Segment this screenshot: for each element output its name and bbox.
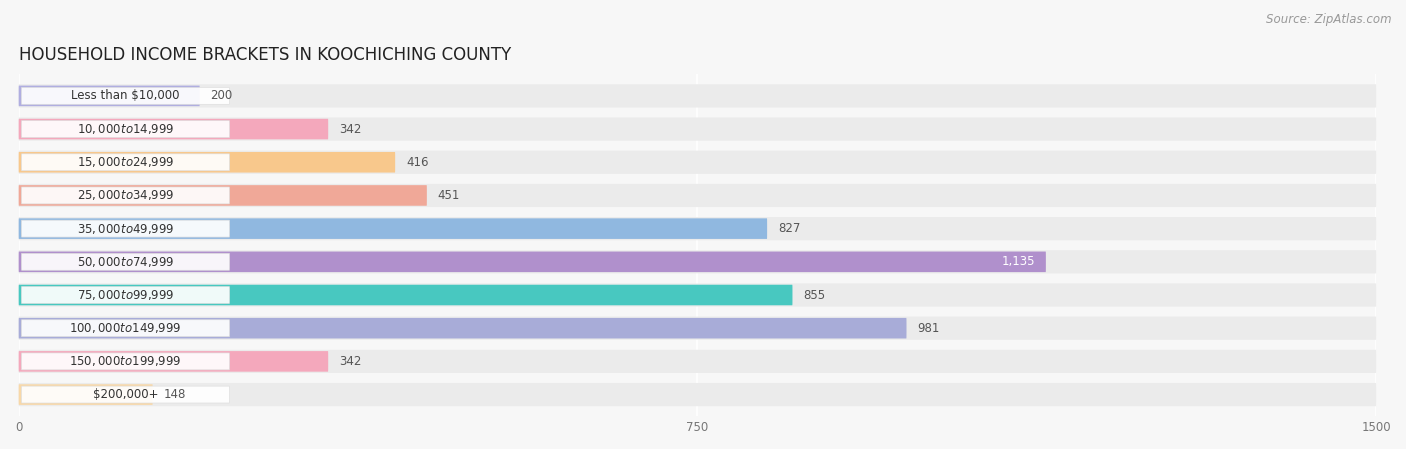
Text: 342: 342	[339, 355, 361, 368]
FancyBboxPatch shape	[18, 285, 793, 305]
Text: 451: 451	[437, 189, 460, 202]
FancyBboxPatch shape	[18, 118, 1376, 141]
Text: HOUSEHOLD INCOME BRACKETS IN KOOCHICHING COUNTY: HOUSEHOLD INCOME BRACKETS IN KOOCHICHING…	[18, 46, 510, 64]
FancyBboxPatch shape	[21, 154, 229, 171]
Text: Less than $10,000: Less than $10,000	[72, 89, 180, 102]
Text: $50,000 to $74,999: $50,000 to $74,999	[77, 255, 174, 269]
FancyBboxPatch shape	[18, 218, 768, 239]
FancyBboxPatch shape	[18, 317, 1376, 340]
Text: 148: 148	[163, 388, 186, 401]
FancyBboxPatch shape	[18, 119, 328, 139]
FancyBboxPatch shape	[21, 386, 229, 403]
FancyBboxPatch shape	[18, 217, 1376, 240]
FancyBboxPatch shape	[18, 185, 427, 206]
FancyBboxPatch shape	[18, 184, 1376, 207]
Text: 855: 855	[803, 289, 825, 302]
FancyBboxPatch shape	[18, 84, 1376, 107]
FancyBboxPatch shape	[18, 283, 1376, 307]
FancyBboxPatch shape	[21, 253, 229, 270]
FancyBboxPatch shape	[21, 353, 229, 370]
FancyBboxPatch shape	[21, 88, 229, 104]
FancyBboxPatch shape	[21, 320, 229, 337]
FancyBboxPatch shape	[18, 86, 200, 106]
Text: $150,000 to $199,999: $150,000 to $199,999	[69, 354, 181, 368]
Text: $75,000 to $99,999: $75,000 to $99,999	[77, 288, 174, 302]
Text: 827: 827	[778, 222, 800, 235]
Text: $15,000 to $24,999: $15,000 to $24,999	[77, 155, 174, 169]
FancyBboxPatch shape	[21, 121, 229, 137]
FancyBboxPatch shape	[18, 152, 395, 172]
FancyBboxPatch shape	[18, 350, 1376, 373]
FancyBboxPatch shape	[18, 351, 328, 372]
FancyBboxPatch shape	[18, 250, 1376, 273]
Text: 200: 200	[211, 89, 233, 102]
FancyBboxPatch shape	[18, 251, 1046, 272]
Text: $35,000 to $49,999: $35,000 to $49,999	[77, 222, 174, 236]
Text: $100,000 to $149,999: $100,000 to $149,999	[69, 321, 181, 335]
Text: $10,000 to $14,999: $10,000 to $14,999	[77, 122, 174, 136]
Text: $25,000 to $34,999: $25,000 to $34,999	[77, 189, 174, 202]
FancyBboxPatch shape	[18, 318, 907, 339]
FancyBboxPatch shape	[18, 383, 1376, 406]
Text: 416: 416	[406, 156, 429, 169]
Text: 981: 981	[917, 321, 939, 335]
FancyBboxPatch shape	[18, 384, 153, 405]
Text: $200,000+: $200,000+	[93, 388, 159, 401]
FancyBboxPatch shape	[18, 151, 1376, 174]
FancyBboxPatch shape	[21, 220, 229, 237]
Text: Source: ZipAtlas.com: Source: ZipAtlas.com	[1267, 13, 1392, 26]
FancyBboxPatch shape	[21, 286, 229, 304]
Text: 1,135: 1,135	[1001, 255, 1035, 269]
Text: 342: 342	[339, 123, 361, 136]
FancyBboxPatch shape	[21, 187, 229, 204]
